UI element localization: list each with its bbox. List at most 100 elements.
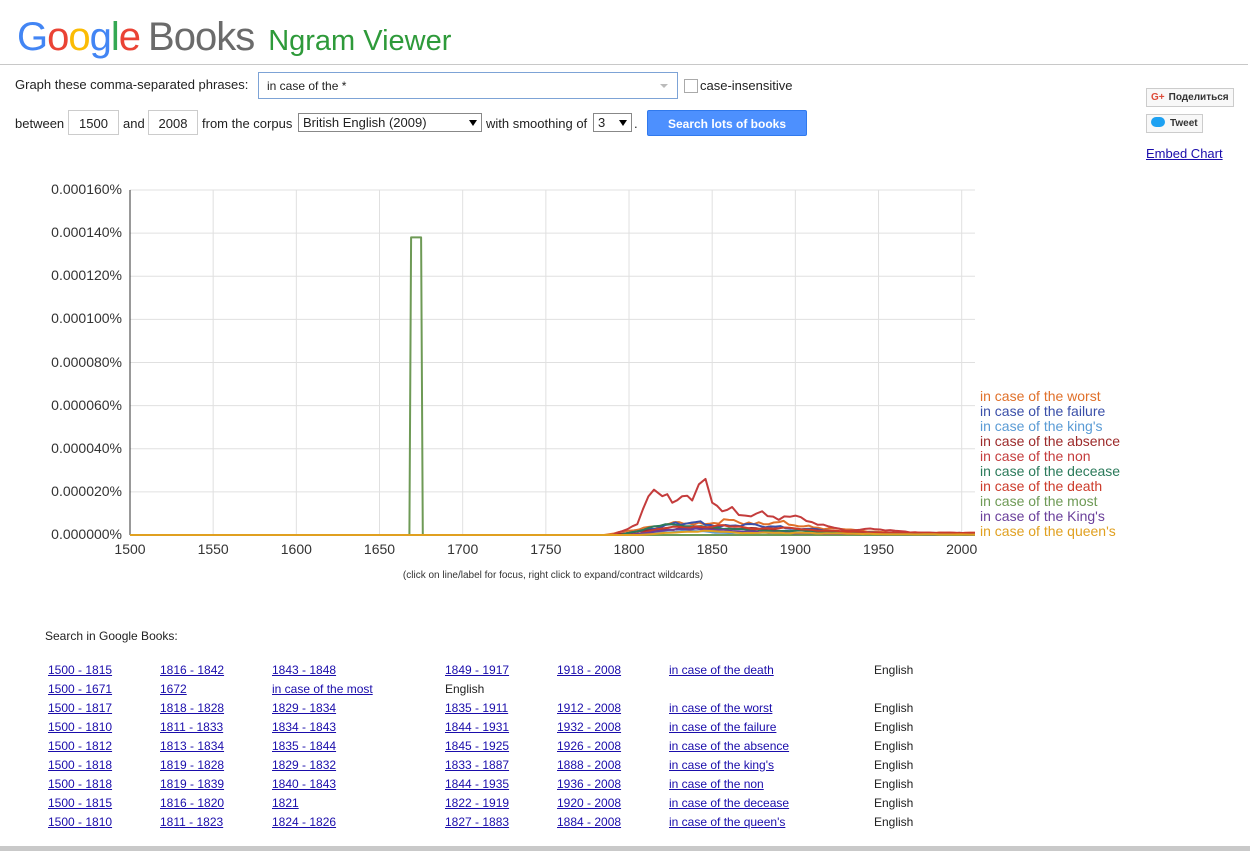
- year-range-link[interactable]: 1844 - 1935: [445, 776, 510, 791]
- legend-item[interactable]: in case of the absence: [980, 433, 1121, 449]
- year-range-link[interactable]: 1835 - 1911: [445, 700, 509, 715]
- year-range-link[interactable]: 1500 - 1818: [48, 757, 113, 772]
- x-tick-label: 1600: [280, 541, 312, 557]
- legend-item[interactable]: in case of the most: [980, 493, 1098, 509]
- legend-item[interactable]: in case of the failure: [980, 403, 1106, 419]
- language-text: English: [874, 738, 914, 753]
- legend-item[interactable]: in case of the death: [980, 478, 1103, 494]
- legend-item[interactable]: in case of the queen's: [980, 523, 1116, 539]
- phrase-link[interactable]: in case of the absence: [669, 738, 790, 753]
- language-text: English: [874, 662, 914, 677]
- year-range-link[interactable]: 1816 - 1820: [160, 795, 225, 810]
- year-end-input[interactable]: 2008: [148, 110, 198, 135]
- smoothing-select[interactable]: 3: [593, 113, 632, 132]
- year-range-link[interactable]: 1500 - 1812: [48, 738, 113, 753]
- year-range-link[interactable]: 1500 - 1815: [48, 795, 113, 810]
- year-range-link[interactable]: 1912 - 2008: [557, 700, 622, 715]
- year-range-link[interactable]: 1843 - 1848: [272, 662, 337, 677]
- twitter-icon: [1151, 117, 1165, 127]
- share-button[interactable]: G+ Поделиться: [1146, 88, 1234, 107]
- google-books-logo[interactable]: Google Books Ngram Viewer: [17, 14, 451, 64]
- year-range-link[interactable]: 1833 - 1887: [445, 757, 510, 772]
- year-range-link[interactable]: 1849 - 1917: [445, 662, 510, 677]
- chevron-down-icon: [469, 120, 477, 126]
- year-range-link[interactable]: 1500 - 1817: [48, 700, 113, 715]
- year-range-link[interactable]: 1918 - 2008: [557, 662, 622, 677]
- phrase-link[interactable]: in case of the queen's: [669, 814, 786, 829]
- x-tick-label: 1550: [197, 541, 229, 557]
- phrase-link[interactable]: in case of the king's: [669, 757, 775, 772]
- year-range-link[interactable]: 1932 - 2008: [557, 719, 622, 734]
- phrase-link[interactable]: in case of the failure: [669, 719, 777, 734]
- phrase-link[interactable]: in case of the death: [669, 662, 774, 677]
- tweet-label: Tweet: [1170, 118, 1198, 129]
- language-text: English: [445, 681, 485, 696]
- year-range-link[interactable]: 1888 - 2008: [557, 757, 622, 772]
- ngram-chart[interactable]: [0, 0, 1260, 600]
- year-range-link[interactable]: 1500 - 1810: [48, 719, 113, 734]
- year-start-input[interactable]: 1500: [68, 110, 119, 135]
- corpus-select-value: British English (2009): [303, 115, 427, 130]
- y-tick-label: 0.000020%: [51, 482, 122, 499]
- y-tick-label: 0.000080%: [51, 353, 122, 370]
- year-range-link[interactable]: 1936 - 2008: [557, 776, 622, 791]
- year-range-link[interactable]: 1829 - 1834: [272, 700, 337, 715]
- year-range-link[interactable]: 1500 - 1815: [48, 662, 113, 677]
- phrase-link[interactable]: in case of the decease: [669, 795, 790, 810]
- year-range-link[interactable]: 1844 - 1931: [445, 719, 510, 734]
- case-insensitive-checkbox[interactable]: [684, 79, 698, 93]
- legend-item[interactable]: in case of the king's: [980, 418, 1103, 434]
- year-range-link[interactable]: 1845 - 1925: [445, 738, 510, 753]
- language-text: English: [874, 719, 914, 734]
- year-range-link[interactable]: 1819 - 1839: [160, 776, 225, 791]
- year-range-link[interactable]: 1822 - 1919: [445, 795, 510, 810]
- tweet-button[interactable]: Tweet: [1146, 114, 1203, 133]
- year-range-link[interactable]: 1835 - 1844: [272, 738, 337, 753]
- year-range-link[interactable]: 1827 - 1883: [445, 814, 510, 829]
- year-range-link[interactable]: 1811 - 1833: [160, 719, 224, 734]
- year-range-link[interactable]: 1884 - 2008: [557, 814, 622, 829]
- phrases-dropdown-arrow-icon[interactable]: [660, 84, 668, 88]
- year-range-link[interactable]: 1819 - 1828: [160, 757, 225, 772]
- year-range-link[interactable]: 1672: [160, 681, 187, 696]
- horizontal-scrollbar[interactable]: [0, 846, 1250, 851]
- legend-item[interactable]: in case of the King's: [980, 508, 1105, 524]
- x-tick-label: 1850: [696, 541, 728, 557]
- year-range-link[interactable]: 1926 - 2008: [557, 738, 622, 753]
- legend-item[interactable]: in case of the non: [980, 448, 1091, 464]
- google-plus-icon: G+: [1151, 92, 1165, 103]
- phrases-input[interactable]: in case of the *: [258, 72, 678, 99]
- between-label: between: [15, 116, 65, 131]
- y-tick-label: 0.000040%: [51, 439, 122, 456]
- year-range-link[interactable]: 1834 - 1843: [272, 719, 337, 734]
- y-tick-label: 0.000160%: [51, 181, 122, 197]
- embed-chart-link[interactable]: Embed Chart: [1146, 146, 1223, 161]
- smoothing-label: with smoothing of: [486, 116, 588, 131]
- year-range-link[interactable]: 1829 - 1832: [272, 757, 337, 772]
- result-row: 1500 - 1818 1819 - 1828 1829 - 1832 1833 - …: [45, 755, 931, 774]
- year-range-link[interactable]: 1500 - 1810: [48, 814, 113, 829]
- year-range-link[interactable]: 1920 - 2008: [557, 795, 622, 810]
- year-range-link[interactable]: 1824 - 1826: [272, 814, 337, 829]
- phrase-link[interactable]: in case of the worst: [669, 700, 773, 715]
- year-range-link[interactable]: 1840 - 1843: [272, 776, 337, 791]
- year-range-link[interactable]: 1500 - 1818: [48, 776, 113, 791]
- year-range-link[interactable]: 1818 - 1828: [160, 700, 225, 715]
- phrase-link[interactable]: in case of the non: [669, 776, 764, 791]
- chevron-down-icon: [619, 120, 627, 126]
- search-books-button[interactable]: Search lots of books: [647, 110, 807, 136]
- year-range-link[interactable]: 1811 - 1823: [160, 814, 224, 829]
- phrases-label: Graph these comma-separated phrases:: [15, 77, 249, 92]
- phrase-link[interactable]: in case of the most: [272, 681, 373, 696]
- legend-item[interactable]: in case of the decease: [980, 463, 1121, 479]
- year-range-link[interactable]: 1500 - 1671: [48, 681, 113, 696]
- year-range-link[interactable]: 1821: [272, 795, 299, 810]
- result-row: 1500 - 1810 1811 - 1823 1824 - 1826 1827 - …: [45, 812, 931, 831]
- year-range-link[interactable]: 1816 - 1842: [160, 662, 225, 677]
- language-text: English: [874, 795, 914, 810]
- legend-item[interactable]: in case of the worst: [980, 388, 1101, 404]
- result-row: 1500 - 1815 1816 - 1820 1821 1822 - 1919 192…: [45, 793, 931, 812]
- y-tick-label: 0.000120%: [51, 267, 122, 284]
- year-range-link[interactable]: 1813 - 1834: [160, 738, 225, 753]
- corpus-select[interactable]: British English (2009): [298, 113, 482, 132]
